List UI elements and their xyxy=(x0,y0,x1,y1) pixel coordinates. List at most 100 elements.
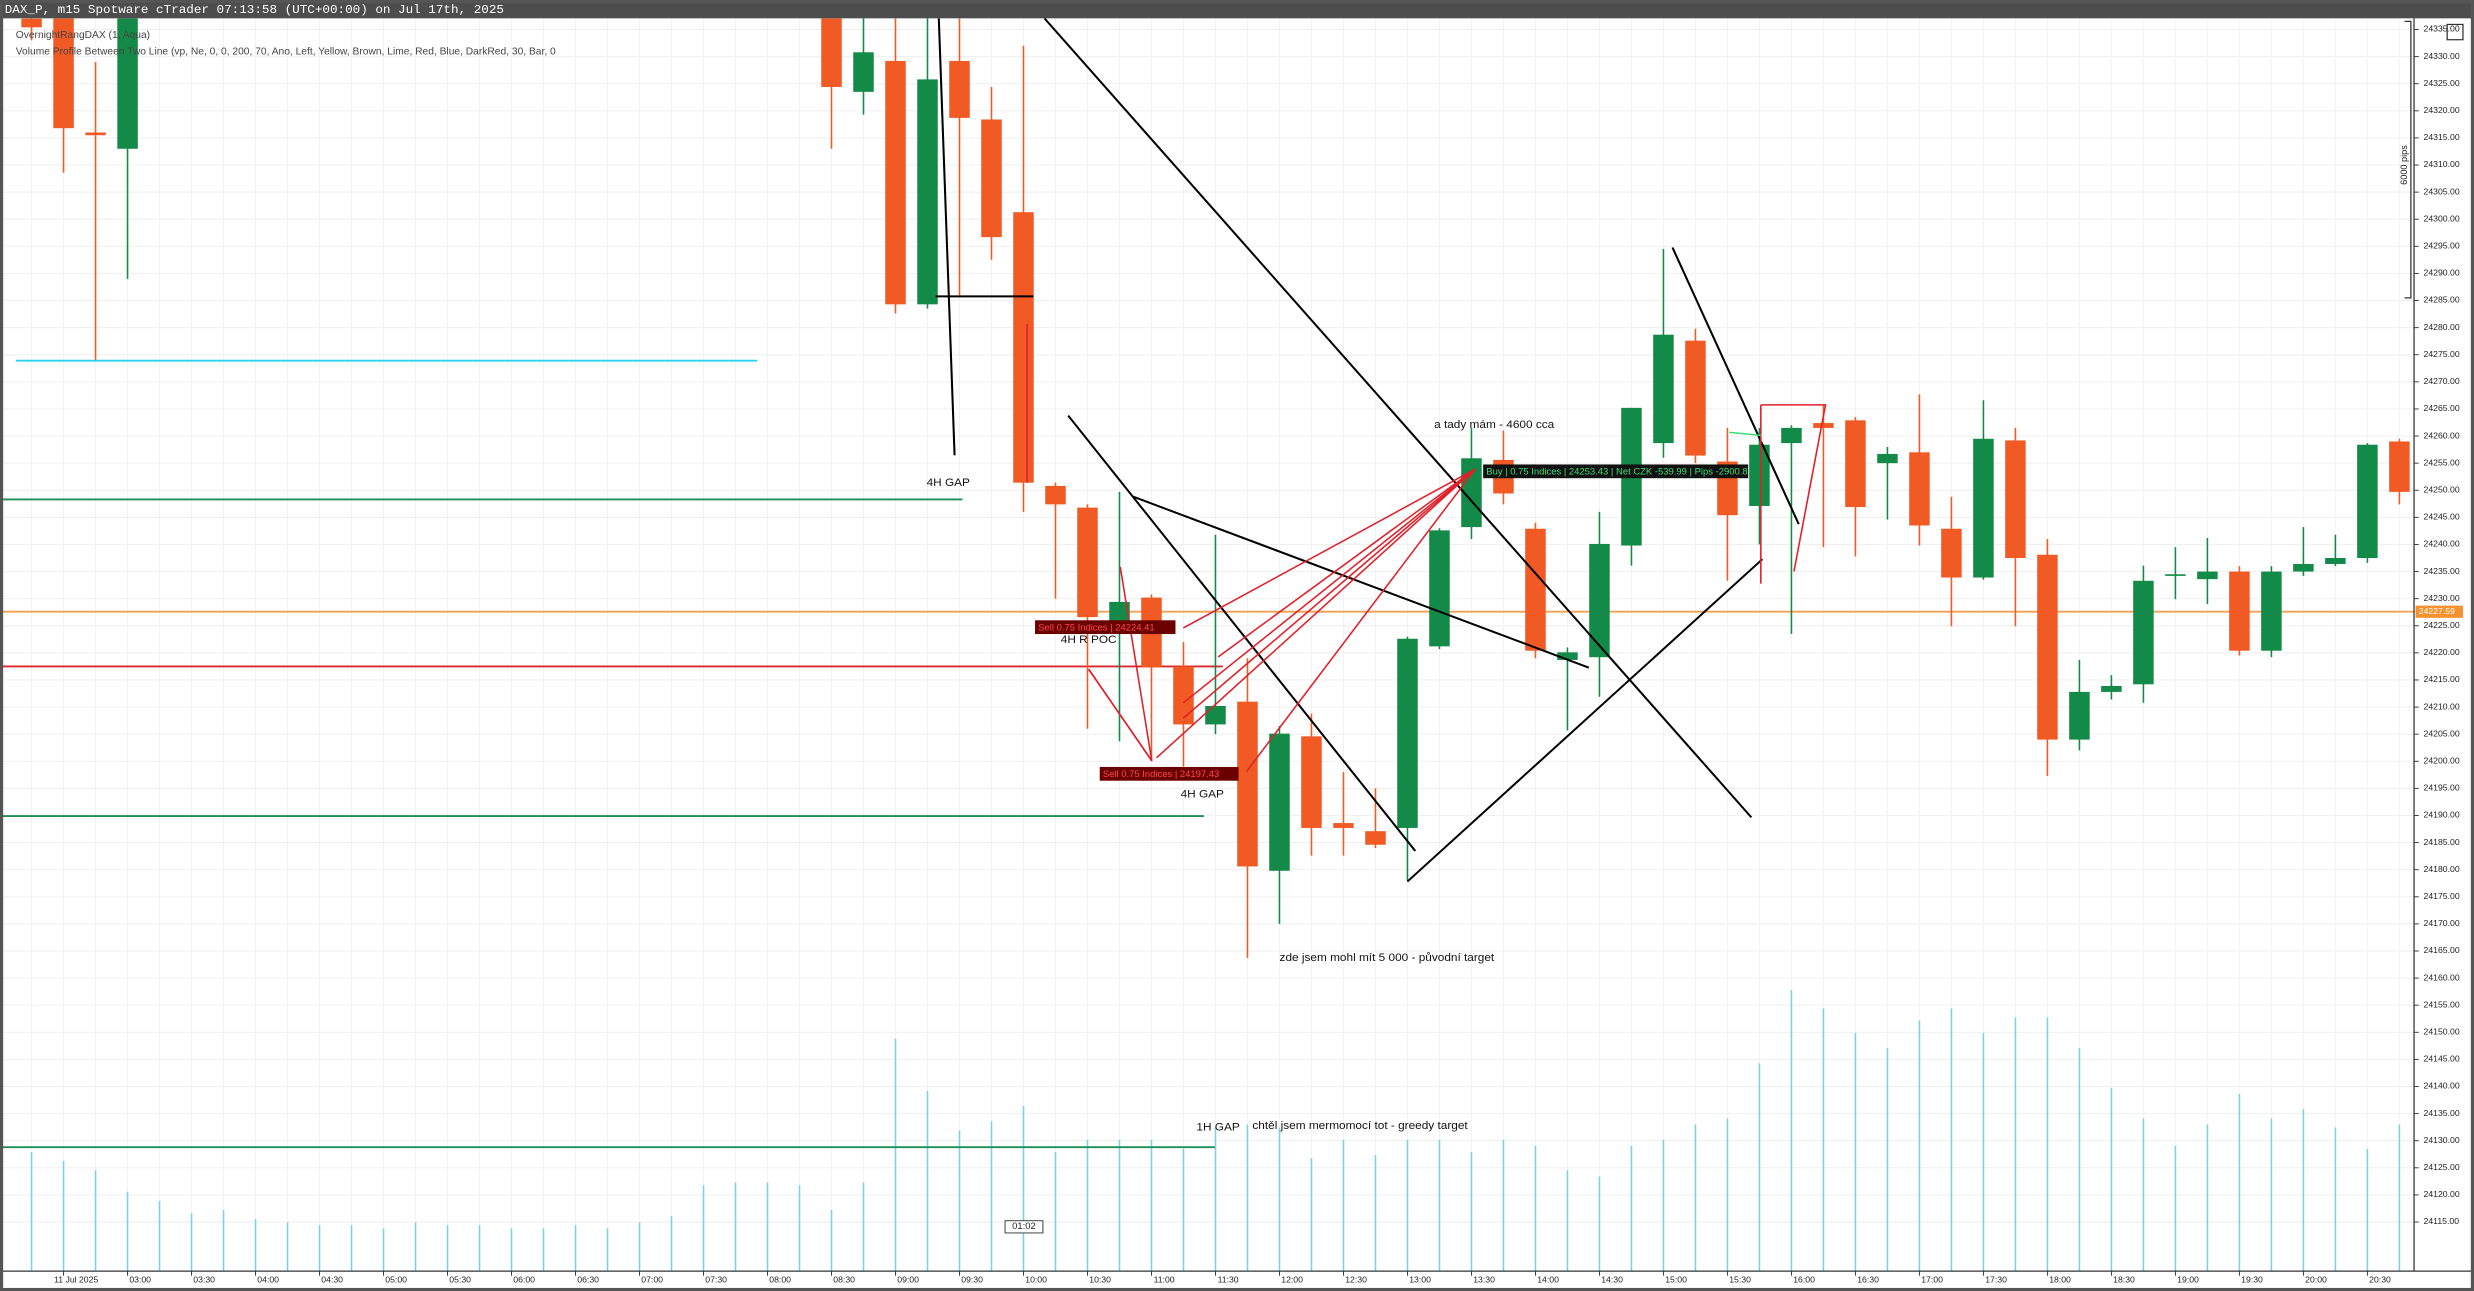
candle-body xyxy=(2069,691,2090,740)
volume-bar xyxy=(1086,1139,1089,1272)
volume-bar xyxy=(1694,1124,1697,1272)
x-tick-label: 16:00 xyxy=(1793,1275,1815,1285)
x-tick-label: 20:30 xyxy=(2369,1275,2391,1285)
y-tick-label: 24145.00 xyxy=(2424,1054,2460,1064)
y-tick-label: 24150.00 xyxy=(2424,1027,2460,1037)
trade-label: Buy | 0.75 Indices | 24253.43 | Net CZK … xyxy=(1486,467,1747,477)
candle-body xyxy=(1333,823,1354,828)
x-tick-label: 10:00 xyxy=(1025,1275,1047,1285)
trade-label: Sell 0.75 Indices | 24197.43 xyxy=(1103,769,1219,779)
volume-bar xyxy=(94,1170,97,1272)
y-tick-label: 24140.00 xyxy=(2424,1081,2460,1091)
y-tick-label: 24310.00 xyxy=(2424,159,2460,169)
volume-bar xyxy=(30,1151,33,1272)
candle-body xyxy=(85,132,106,136)
y-tick-label: 24215.00 xyxy=(2424,674,2460,684)
volume-bar xyxy=(1886,1048,1889,1272)
trade-label-box xyxy=(1483,464,1749,479)
candle-body xyxy=(1237,701,1258,867)
x-tick-label: 07:00 xyxy=(641,1275,663,1285)
volume-bar xyxy=(2078,1048,2081,1272)
candle-body xyxy=(2261,571,2282,651)
candle-body xyxy=(2133,580,2154,685)
y-tick-label: 24230.00 xyxy=(2424,593,2460,603)
x-tick-label: 13:30 xyxy=(1473,1275,1495,1285)
y-tick-label: 24120.00 xyxy=(2424,1189,2460,1199)
volume-bar xyxy=(2334,1127,2337,1272)
candle-body xyxy=(917,79,938,305)
timer: 01:02 xyxy=(1012,1221,1036,1231)
price-tag xyxy=(2415,605,2463,618)
candle-body xyxy=(1557,652,1578,660)
candle-body xyxy=(1973,438,1994,578)
volume-bar xyxy=(1182,1148,1185,1272)
x-tick-label: 08:00 xyxy=(769,1275,791,1285)
volume-bar xyxy=(1054,1151,1057,1272)
volume-bar xyxy=(1342,1139,1345,1272)
volume-bar xyxy=(1022,1106,1025,1272)
timer-box xyxy=(1004,1220,1044,1234)
volume-bar xyxy=(1502,1139,1505,1272)
volume-bar xyxy=(222,1210,225,1272)
candle-body xyxy=(1429,530,1450,647)
price-tag-label: 24227.59 xyxy=(2419,606,2455,616)
y-tick-label: 24315.00 xyxy=(2424,132,2460,142)
volume-bar xyxy=(158,1200,161,1272)
candle-body xyxy=(21,18,42,28)
y-tick-label: 24245.00 xyxy=(2424,512,2460,522)
volume-bar xyxy=(126,1191,129,1272)
volume-bar xyxy=(798,1185,801,1272)
x-tick-label: 19:00 xyxy=(2177,1275,2199,1285)
annotation: 4H R POC xyxy=(1061,633,1117,646)
volume-bar xyxy=(414,1222,417,1272)
volume-bar xyxy=(1726,1118,1729,1272)
candle-body xyxy=(1813,423,1834,428)
candle-body xyxy=(1845,420,1866,508)
volume-bar xyxy=(766,1182,769,1272)
y-tick-label: 24165.00 xyxy=(2424,945,2460,955)
y-tick-label: 24305.00 xyxy=(2424,186,2460,196)
annotation: zde jsem mohl mít 5 000 - původní target xyxy=(1280,951,1495,964)
x-tick-label: 13:00 xyxy=(1409,1275,1431,1285)
candle-body xyxy=(2325,558,2346,564)
candle-body xyxy=(1397,638,1418,828)
volume-bar xyxy=(1950,1008,1953,1272)
x-tick-label: 04:30 xyxy=(321,1275,343,1285)
x-tick-label: 20:00 xyxy=(2305,1275,2327,1285)
volume-pane xyxy=(30,990,2401,1272)
volume-bar xyxy=(606,1228,609,1272)
trade-label-box xyxy=(1099,766,1239,781)
x-tick-label: 03:00 xyxy=(129,1275,151,1285)
candle-body xyxy=(1045,485,1066,505)
x-tick-label: 05:00 xyxy=(385,1275,407,1285)
indicator-label: OvernightRangDAX (1, Aqua) xyxy=(16,30,150,41)
volume-bar xyxy=(1566,1170,1569,1272)
candle-body xyxy=(1301,736,1322,828)
volume-bar xyxy=(2302,1109,2305,1272)
volume-bar xyxy=(1118,1139,1121,1272)
volume-bar xyxy=(2206,1124,2209,1272)
x-tick-label: 16:30 xyxy=(1857,1275,1879,1285)
volume-bar xyxy=(734,1182,737,1272)
y-tick-label: 24200.00 xyxy=(2424,756,2460,766)
x-tick-label: 17:00 xyxy=(1921,1275,1943,1285)
y-tick-label: 24160.00 xyxy=(2424,972,2460,982)
candle-body xyxy=(1781,427,1802,444)
icon[interactable] xyxy=(2446,23,2464,41)
y-tick-label: 24290.00 xyxy=(2424,268,2460,278)
volume-bar xyxy=(702,1185,705,1272)
candle-body xyxy=(853,52,874,92)
trade-line xyxy=(1245,468,1476,772)
volume-bar xyxy=(254,1219,257,1272)
x-tick-label: 17:30 xyxy=(1985,1275,2007,1285)
volume-bar xyxy=(1310,1158,1313,1272)
title-bar xyxy=(0,0,2474,19)
annotations: 4H GAP 4H R POC 4H GAP a tady mám - 4600… xyxy=(927,418,1555,1134)
y-tick-label: 24220.00 xyxy=(2424,647,2460,657)
volume-bar xyxy=(318,1225,321,1272)
y-tick-label: 24175.00 xyxy=(2424,891,2460,901)
volume-bar xyxy=(1150,1139,1153,1272)
volume-bar xyxy=(446,1225,449,1272)
